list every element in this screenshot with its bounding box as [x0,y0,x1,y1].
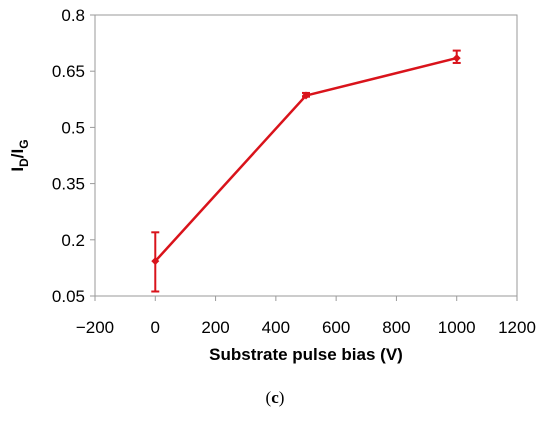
x-tick-label: 1000 [438,318,476,337]
y-axis-ticks [90,14,95,297]
x-tick-label: −200 [76,318,114,337]
plot-area [94,14,518,297]
y-axis-title-slash: /I [8,149,27,158]
x-axis-ticks [94,296,518,301]
y-axis-title-main: I [8,167,27,172]
x-tick-label: 200 [201,318,229,337]
x-tick-label: 800 [382,318,410,337]
caption-close-paren: ) [278,388,285,407]
y-tick-label: 0.05 [52,287,85,306]
y-tick-label: 0.35 [52,175,85,194]
figure-caption: (c) [0,388,550,408]
data-point-marker [151,257,160,266]
series-layer [151,49,461,293]
x-axis-title: Substrate pulse bias (V) [209,345,403,364]
data-point-marker [302,91,310,100]
y-tick-label: 0.65 [52,62,85,81]
y-tick-label: 0.5 [61,118,85,137]
caption-letter: c [271,388,279,407]
data-point-marker [452,54,461,63]
y-tick-label: 0.8 [61,6,85,25]
y-tick-label: 0.2 [61,231,85,250]
x-tick-label: 1200 [498,318,536,337]
y-axis-tick-labels: 0.05 0.2 0.35 0.5 0.65 0.8 [52,6,85,306]
series-line [154,56,458,262]
caption-open-paren: ( [265,388,272,407]
plot-frame [94,14,518,297]
y-axis-title-subscript-1: D [17,158,31,167]
x-tick-label: 600 [322,318,350,337]
y-axis-title: ID/IG [8,139,31,171]
x-axis-tick-labels: −200 0 200 400 600 800 1000 1200 [76,318,536,337]
x-tick-label: 0 [151,318,160,337]
y-axis-title-subscript-2: G [17,139,31,148]
x-tick-label: 400 [262,318,290,337]
